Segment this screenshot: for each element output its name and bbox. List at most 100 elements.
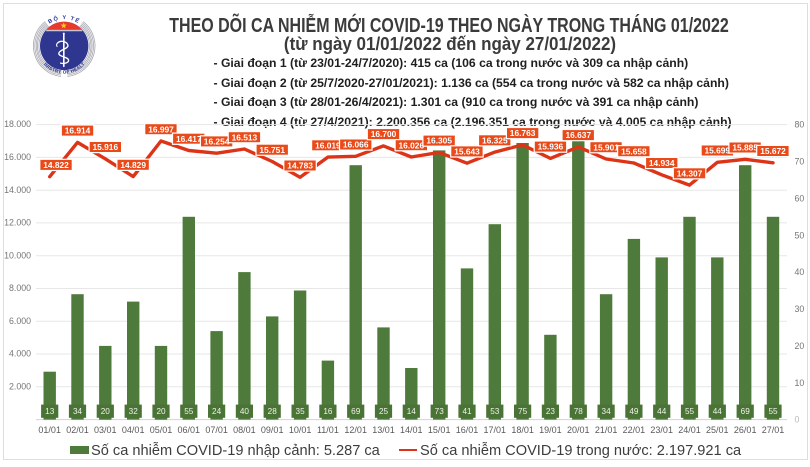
svg-text:06/01: 06/01 <box>178 425 201 435</box>
svg-text:40: 40 <box>795 267 805 277</box>
svg-text:16: 16 <box>323 407 333 416</box>
svg-text:15.936: 15.936 <box>538 142 564 152</box>
svg-text:69: 69 <box>741 407 751 416</box>
svg-text:15.751: 15.751 <box>259 145 285 155</box>
svg-text:25/01: 25/01 <box>706 425 729 435</box>
svg-text:41: 41 <box>462 407 472 416</box>
svg-text:01/01: 01/01 <box>38 425 61 435</box>
svg-text:BỘ Y TẾ: BỘ Y TẾ <box>47 14 81 26</box>
svg-text:75: 75 <box>518 407 528 416</box>
svg-text:34: 34 <box>73 407 83 416</box>
svg-text:8.000: 8.000 <box>9 283 31 293</box>
svg-text:16/01: 16/01 <box>456 425 479 435</box>
svg-text:44: 44 <box>713 407 723 416</box>
svg-text:35: 35 <box>296 407 306 416</box>
svg-text:09/01: 09/01 <box>261 425 284 435</box>
svg-text:15.672: 15.672 <box>760 146 786 156</box>
svg-text:55: 55 <box>184 407 194 416</box>
svg-text:27/01: 27/01 <box>762 425 785 435</box>
svg-text:16.254: 16.254 <box>204 137 230 147</box>
svg-text:73: 73 <box>435 407 445 416</box>
svg-text:16.763: 16.763 <box>510 128 536 138</box>
svg-text:10.000: 10.000 <box>4 250 31 260</box>
svg-text:16.000: 16.000 <box>4 152 31 162</box>
svg-text:03/01: 03/01 <box>94 425 117 435</box>
svg-text:25: 25 <box>379 407 389 416</box>
svg-text:08/01: 08/01 <box>233 425 256 435</box>
svg-text:18/01: 18/01 <box>511 425 534 435</box>
svg-text:14: 14 <box>407 407 417 416</box>
svg-text:50: 50 <box>795 230 805 240</box>
svg-text:14/01: 14/01 <box>400 425 423 435</box>
svg-text:12.000: 12.000 <box>4 218 31 228</box>
svg-text:16.513: 16.513 <box>232 132 258 142</box>
svg-text:15/01: 15/01 <box>428 425 451 435</box>
svg-text:16.026: 16.026 <box>398 140 424 150</box>
svg-text:23/01: 23/01 <box>650 425 673 435</box>
svg-text:0: 0 <box>795 415 800 425</box>
svg-text:44: 44 <box>657 407 667 416</box>
svg-text:20: 20 <box>156 407 166 416</box>
svg-text:02/01: 02/01 <box>66 425 89 435</box>
svg-text:18.000: 18.000 <box>4 119 31 129</box>
svg-text:30: 30 <box>795 304 805 314</box>
svg-text:10: 10 <box>795 378 805 388</box>
svg-text:80: 80 <box>795 120 805 130</box>
svg-text:20/01: 20/01 <box>567 425 590 435</box>
svg-text:11/01: 11/01 <box>317 425 339 435</box>
svg-text:14.783: 14.783 <box>287 161 313 171</box>
svg-text:16.305: 16.305 <box>426 136 452 146</box>
svg-text:16.997: 16.997 <box>148 124 174 134</box>
svg-text:15.643: 15.643 <box>454 147 480 157</box>
svg-text:15.916: 15.916 <box>92 142 118 152</box>
svg-text:16.417: 16.417 <box>176 134 202 144</box>
svg-text:12/01: 12/01 <box>344 425 367 435</box>
svg-text:23: 23 <box>546 407 556 416</box>
svg-text:14.934: 14.934 <box>649 158 675 168</box>
svg-text:53: 53 <box>490 407 500 416</box>
svg-text:60: 60 <box>795 193 805 203</box>
svg-text:07/01: 07/01 <box>205 425 228 435</box>
svg-text:78: 78 <box>574 407 584 416</box>
svg-text:13: 13 <box>45 407 55 416</box>
svg-text:20: 20 <box>795 341 805 351</box>
svg-text:15.901: 15.901 <box>593 142 619 152</box>
svg-text:14.829: 14.829 <box>120 160 146 170</box>
svg-text:24/01: 24/01 <box>678 425 701 435</box>
svg-text:16.325: 16.325 <box>482 135 508 145</box>
svg-text:6.000: 6.000 <box>9 316 31 326</box>
svg-text:4.000: 4.000 <box>9 349 31 359</box>
svg-text:21/01: 21/01 <box>595 425 618 435</box>
svg-text:14.000: 14.000 <box>4 185 31 195</box>
svg-text:16.637: 16.637 <box>565 130 591 140</box>
svg-text:24: 24 <box>212 407 222 416</box>
svg-text:05/01: 05/01 <box>150 425 173 435</box>
svg-text:55: 55 <box>768 407 778 416</box>
svg-text:17/01: 17/01 <box>484 425 507 435</box>
svg-text:16.914: 16.914 <box>65 126 91 136</box>
svg-text:19/01: 19/01 <box>539 425 562 435</box>
svg-text:2.000: 2.000 <box>9 381 31 391</box>
svg-text:13/01: 13/01 <box>372 425 395 435</box>
svg-text:70: 70 <box>795 157 805 167</box>
svg-text:10/01: 10/01 <box>289 425 312 435</box>
svg-text:16.019: 16.019 <box>315 140 341 150</box>
svg-text:14.307: 14.307 <box>677 168 703 178</box>
svg-text:40: 40 <box>240 407 250 416</box>
svg-text:04/01: 04/01 <box>122 425 145 435</box>
svg-text:69: 69 <box>351 407 361 416</box>
svg-text:20: 20 <box>101 407 111 416</box>
svg-text:49: 49 <box>629 407 639 416</box>
svg-text:55: 55 <box>685 407 695 416</box>
svg-text:16.066: 16.066 <box>343 140 369 150</box>
svg-text:15.699: 15.699 <box>704 146 730 156</box>
svg-text:15.658: 15.658 <box>621 146 647 156</box>
svg-text:15.885: 15.885 <box>732 143 758 153</box>
svg-text:28: 28 <box>268 407 278 416</box>
svg-text:22/01: 22/01 <box>623 425 646 435</box>
svg-text:32: 32 <box>129 407 139 416</box>
svg-text:26/01: 26/01 <box>734 425 757 435</box>
svg-text:16.700: 16.700 <box>371 129 397 139</box>
svg-text:14.822: 14.822 <box>43 160 69 170</box>
svg-text:34: 34 <box>602 407 612 416</box>
